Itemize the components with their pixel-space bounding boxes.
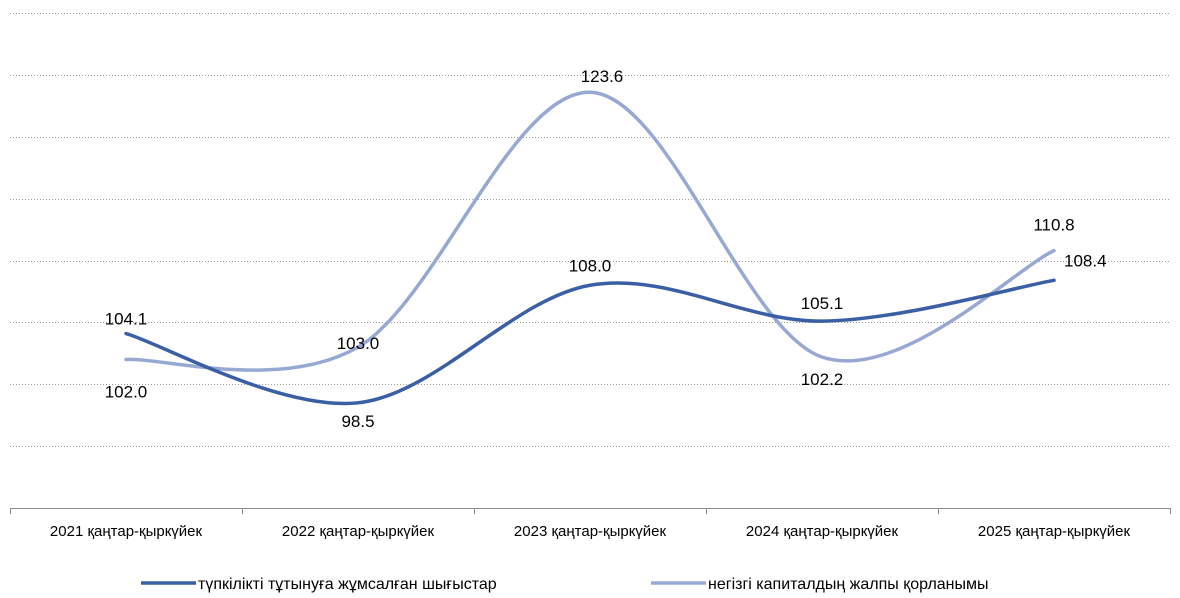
data-label-capital-formation: 123.6 bbox=[581, 67, 624, 86]
data-label-consumption: 105.1 bbox=[801, 294, 844, 313]
x-tick-label: 2025 қаңтар-қыркүйек bbox=[978, 523, 1131, 540]
data-label-capital-formation: 102.0 bbox=[105, 383, 148, 402]
data-label-consumption: 108.0 bbox=[569, 256, 612, 275]
series-lines bbox=[124, 90, 1056, 406]
legend: түпкілікті тұтынуға жұмсалған шығыстар не… bbox=[141, 576, 989, 593]
data-label-consumption: 108.4 bbox=[1064, 251, 1107, 270]
data-label-capital-formation: 102.2 bbox=[801, 370, 844, 389]
data-label-consumption: 104.1 bbox=[105, 310, 148, 329]
x-axis: 2021 қаңтар-қыркүйек 2022 қаңтар-қыркүйек… bbox=[10, 508, 1171, 540]
legend-label-capital-formation: негізгі капиталдың жалпы қорланымы bbox=[708, 576, 989, 593]
x-tick-label: 2022 қаңтар-қыркүйек bbox=[282, 523, 435, 540]
x-tick-label: 2024 қаңтар-қыркүйек bbox=[746, 523, 899, 540]
x-tick-label: 2023 қаңтар-қыркүйек bbox=[514, 523, 667, 540]
data-label-capital-formation: 110.8 bbox=[1033, 216, 1074, 235]
gridlines bbox=[10, 13, 1170, 447]
data-labels: 104.1 98.5 108.0 105.1 108.4 102.0 103.0 123.6 1… bbox=[105, 67, 1107, 431]
data-label-capital-formation: 103.0 bbox=[337, 334, 380, 353]
x-tick-label: 2021 қаңтар-қыркүйек bbox=[50, 523, 203, 540]
series-line-consumption bbox=[124, 278, 1056, 406]
data-label-consumption: 98.5 bbox=[341, 412, 374, 431]
legend-label-consumption: түпкілікті тұтынуға жұмсалған шығыстар bbox=[198, 576, 497, 593]
series-line-capital-formation bbox=[124, 90, 1056, 372]
